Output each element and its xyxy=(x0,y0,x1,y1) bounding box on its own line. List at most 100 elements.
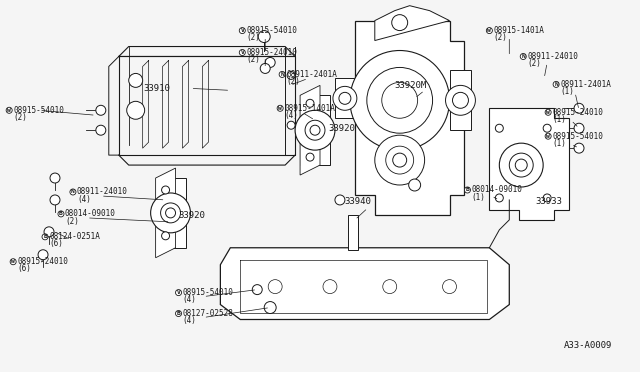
Circle shape xyxy=(465,187,470,193)
Polygon shape xyxy=(300,95,330,165)
Text: N: N xyxy=(280,72,284,77)
Circle shape xyxy=(175,289,182,296)
Circle shape xyxy=(383,280,397,294)
Circle shape xyxy=(265,58,275,67)
Text: B: B xyxy=(43,234,47,239)
Text: (6): (6) xyxy=(17,264,31,273)
Circle shape xyxy=(305,120,325,140)
Circle shape xyxy=(239,28,245,33)
Text: 08127-02528: 08127-02528 xyxy=(182,309,234,318)
Circle shape xyxy=(486,28,492,33)
Circle shape xyxy=(335,195,345,205)
Text: 08915-24010: 08915-24010 xyxy=(552,108,603,117)
Text: (2): (2) xyxy=(246,33,260,42)
Circle shape xyxy=(44,227,54,237)
Circle shape xyxy=(520,54,526,60)
Text: (2): (2) xyxy=(493,33,508,42)
Circle shape xyxy=(442,280,456,294)
Text: 08014-09010: 08014-09010 xyxy=(65,209,116,218)
Circle shape xyxy=(574,103,584,113)
Polygon shape xyxy=(220,248,509,320)
Circle shape xyxy=(382,82,418,118)
Polygon shape xyxy=(156,178,186,248)
Text: N: N xyxy=(522,54,525,59)
Text: 08014-09010: 08014-09010 xyxy=(472,186,522,195)
Text: W: W xyxy=(12,259,15,264)
Circle shape xyxy=(127,101,145,119)
Text: (2): (2) xyxy=(286,77,300,86)
Text: B: B xyxy=(177,311,180,316)
Polygon shape xyxy=(490,108,569,220)
Circle shape xyxy=(495,124,503,132)
Circle shape xyxy=(452,92,468,108)
Text: (2): (2) xyxy=(13,113,27,122)
Circle shape xyxy=(279,71,285,77)
Circle shape xyxy=(509,153,533,177)
Circle shape xyxy=(239,49,245,55)
Text: (1): (1) xyxy=(560,87,574,96)
Circle shape xyxy=(258,31,270,42)
Text: W: W xyxy=(488,28,492,33)
Circle shape xyxy=(495,194,503,202)
Circle shape xyxy=(50,195,60,205)
Text: (6): (6) xyxy=(49,240,63,248)
Text: 08915-54010: 08915-54010 xyxy=(552,132,603,141)
Circle shape xyxy=(409,179,420,191)
Circle shape xyxy=(277,105,283,111)
Text: 33940: 33940 xyxy=(344,198,371,206)
Circle shape xyxy=(268,280,282,294)
Circle shape xyxy=(515,159,527,171)
Text: (2): (2) xyxy=(65,217,79,225)
Circle shape xyxy=(42,234,48,240)
Circle shape xyxy=(161,203,180,223)
Polygon shape xyxy=(449,70,472,130)
Circle shape xyxy=(287,71,295,79)
Text: A33-A0009: A33-A0009 xyxy=(564,341,612,350)
Text: (4): (4) xyxy=(182,316,196,325)
Text: (1): (1) xyxy=(472,193,485,202)
Circle shape xyxy=(306,153,314,161)
Text: W: W xyxy=(547,110,550,115)
Polygon shape xyxy=(375,6,449,41)
Circle shape xyxy=(58,211,64,217)
Circle shape xyxy=(350,51,449,150)
Text: 08915-1401A: 08915-1401A xyxy=(493,26,544,35)
Text: W: W xyxy=(278,106,282,111)
Circle shape xyxy=(499,143,543,187)
Text: 08911-24010: 08911-24010 xyxy=(77,187,128,196)
Circle shape xyxy=(323,280,337,294)
Circle shape xyxy=(333,86,357,110)
Circle shape xyxy=(175,311,182,317)
Circle shape xyxy=(543,194,551,202)
Circle shape xyxy=(375,135,424,185)
Text: 33933: 33933 xyxy=(535,198,562,206)
Circle shape xyxy=(6,107,12,113)
Text: (2): (2) xyxy=(246,55,260,64)
Text: 33920M: 33920M xyxy=(395,81,427,90)
Text: W: W xyxy=(7,108,11,113)
Text: (4): (4) xyxy=(77,195,91,203)
Text: 33920: 33920 xyxy=(179,211,205,220)
Circle shape xyxy=(553,81,559,87)
Text: (2): (2) xyxy=(527,59,541,68)
Polygon shape xyxy=(335,78,355,118)
Text: V: V xyxy=(241,50,244,55)
Text: 08915-54010: 08915-54010 xyxy=(182,288,234,297)
Circle shape xyxy=(38,250,48,260)
Circle shape xyxy=(545,109,551,115)
Circle shape xyxy=(545,133,551,139)
Circle shape xyxy=(367,67,433,133)
Text: N: N xyxy=(554,82,558,87)
Circle shape xyxy=(574,143,584,153)
Circle shape xyxy=(96,125,106,135)
Text: B: B xyxy=(465,187,469,192)
Circle shape xyxy=(393,153,406,167)
Text: 08911-24010: 08911-24010 xyxy=(527,52,578,61)
Circle shape xyxy=(150,193,191,233)
Circle shape xyxy=(161,232,170,240)
Text: (4): (4) xyxy=(284,111,298,120)
Circle shape xyxy=(310,125,320,135)
Circle shape xyxy=(161,186,170,194)
Circle shape xyxy=(339,92,351,104)
Text: N: N xyxy=(71,189,75,195)
